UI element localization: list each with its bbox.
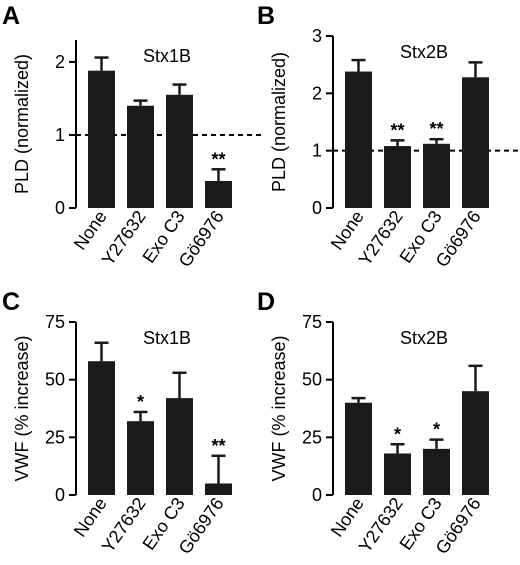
panel-b-significance-label: **: [390, 120, 404, 140]
panel-a-y-tick-label: 0: [55, 198, 65, 218]
panel-c-bar: [88, 361, 115, 495]
panel-c-y-tick-label: 25: [45, 427, 65, 447]
panel-c-significance-label: **: [211, 436, 225, 456]
panel-d-y-tick-label: 25: [302, 427, 322, 447]
panel-c-y-tick-label: 0: [55, 485, 65, 505]
panel-c-significance-label: *: [137, 392, 144, 412]
panel-d-bar: [345, 402, 372, 495]
panel-b-y-axis-label: PLD (normalized): [269, 52, 289, 192]
panel-d-letter: D: [257, 288, 275, 316]
panel-b-y-tick-label: 0: [312, 198, 322, 218]
panel-b-letter: B: [257, 2, 275, 30]
panel-b-bar: [423, 143, 450, 208]
panel-a-y-axis-label: PLD (normalized): [12, 54, 32, 194]
panel-c-bar: [205, 483, 232, 495]
panel-a-bar: [166, 94, 193, 208]
panel-d-bar: [462, 391, 489, 495]
panel-c-y-tick-label: 75: [45, 312, 65, 332]
panel-c-bar: [127, 421, 154, 495]
panel-b-significance-label: **: [429, 119, 443, 139]
panel-b-y-tick-label: 3: [312, 26, 322, 46]
panel-c-y-tick-label: 50: [45, 370, 65, 390]
panel-d-title: Stx2B: [400, 328, 448, 348]
panel-d-y-tick-label: 50: [302, 370, 322, 390]
panel-c-letter: C: [2, 288, 20, 316]
panel-b-y-tick-label: 1: [312, 141, 322, 161]
panel-a-bar: [205, 180, 232, 208]
panel-d-bar: [423, 448, 450, 495]
panel-c-bar: [166, 398, 193, 495]
panel-d-bar: [384, 453, 411, 495]
panel-b-bar: [384, 146, 411, 208]
panel-b-title: Stx2B: [400, 42, 448, 62]
panel-a-y-tick-label: 2: [55, 52, 65, 72]
panel-d-y-tick-label: 0: [312, 485, 322, 505]
panel-d-y-axis-label: VWF (% increase): [269, 335, 289, 481]
panel-d-y-tick-label: 75: [302, 312, 322, 332]
panel-c-y-axis-label: VWF (% increase): [12, 335, 32, 481]
panel-a-y-tick-label: 1: [55, 125, 65, 145]
panel-c-title: Stx1B: [143, 328, 191, 348]
panel-b-bar: [462, 77, 489, 208]
panel-b-y-tick-label: 2: [312, 83, 322, 103]
panel-d-significance-label: *: [394, 424, 401, 444]
panel-b-bar: [345, 71, 372, 209]
panel-d-significance-label: *: [433, 420, 440, 440]
panel-a-letter: A: [2, 2, 20, 30]
panel-a-significance-label: **: [211, 149, 225, 169]
panel-a-bar: [127, 105, 154, 208]
panel-a-bar: [88, 70, 115, 209]
panel-a-title: Stx1B: [143, 46, 191, 66]
